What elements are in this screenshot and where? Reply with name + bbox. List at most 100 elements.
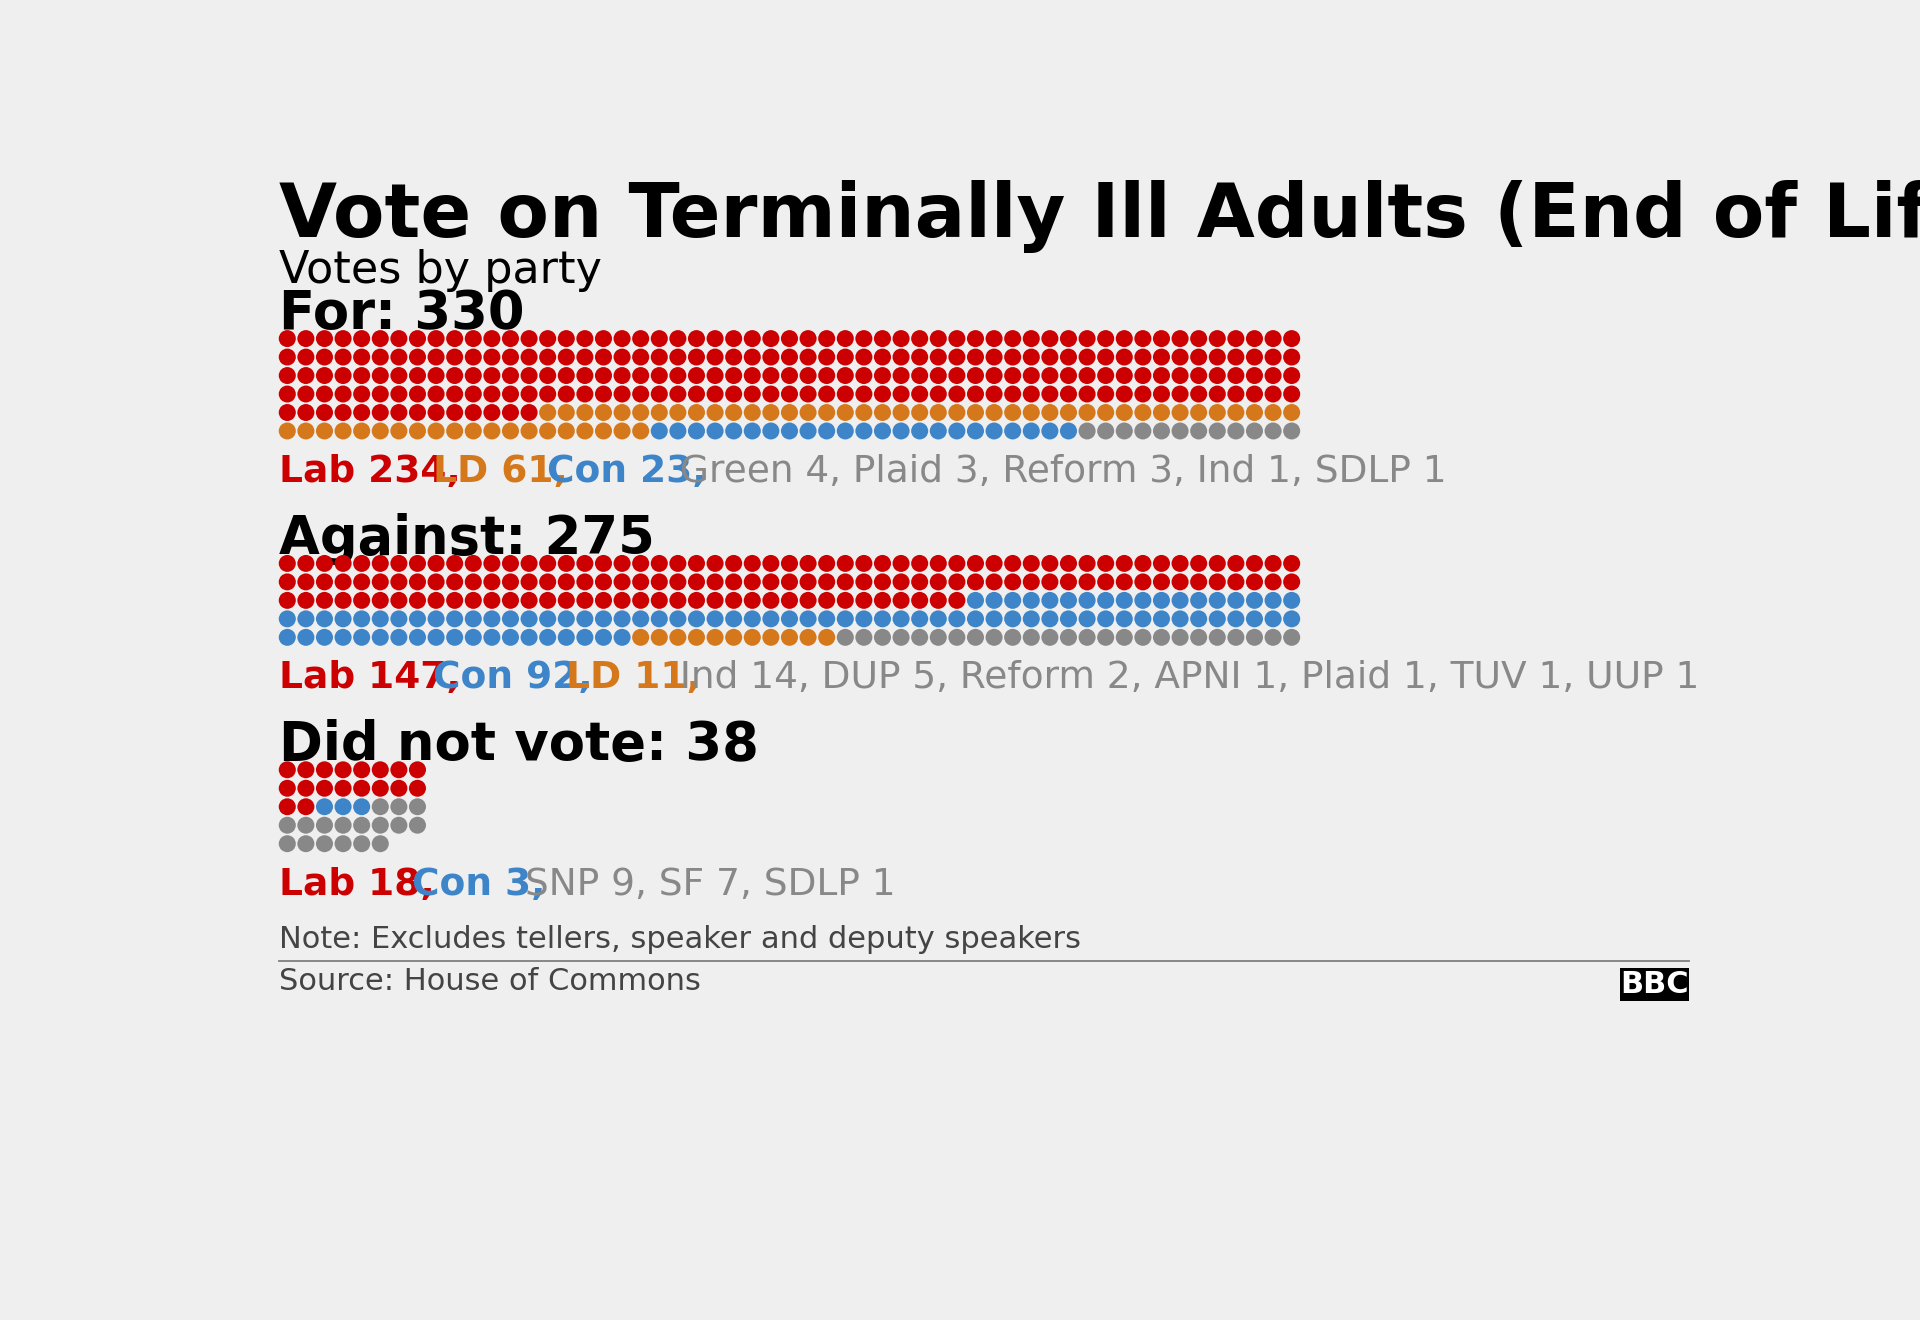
Circle shape	[1246, 404, 1263, 421]
Circle shape	[1004, 591, 1021, 609]
Circle shape	[334, 799, 351, 816]
Circle shape	[985, 628, 1002, 645]
Circle shape	[1283, 573, 1300, 590]
Circle shape	[1116, 330, 1133, 347]
Circle shape	[1041, 422, 1058, 440]
Circle shape	[1152, 330, 1169, 347]
Circle shape	[968, 628, 983, 645]
Circle shape	[818, 348, 835, 366]
Circle shape	[409, 817, 426, 834]
Circle shape	[1152, 348, 1169, 366]
Circle shape	[595, 367, 612, 384]
Circle shape	[743, 610, 760, 627]
Circle shape	[968, 404, 983, 421]
Circle shape	[1060, 554, 1077, 572]
Circle shape	[1135, 591, 1152, 609]
Circle shape	[632, 367, 649, 384]
Circle shape	[968, 422, 983, 440]
Circle shape	[428, 367, 445, 384]
Circle shape	[948, 348, 966, 366]
Circle shape	[1023, 367, 1041, 384]
Circle shape	[799, 610, 816, 627]
Circle shape	[298, 348, 315, 366]
Circle shape	[390, 330, 407, 347]
Circle shape	[1079, 385, 1096, 403]
Circle shape	[1246, 591, 1263, 609]
Circle shape	[781, 422, 799, 440]
Circle shape	[372, 799, 388, 816]
Circle shape	[929, 628, 947, 645]
Circle shape	[353, 628, 371, 645]
Circle shape	[799, 573, 816, 590]
Circle shape	[670, 573, 687, 590]
Circle shape	[726, 422, 743, 440]
Circle shape	[1227, 330, 1244, 347]
Circle shape	[595, 348, 612, 366]
Circle shape	[1041, 404, 1058, 421]
Circle shape	[557, 367, 574, 384]
Circle shape	[687, 330, 705, 347]
Circle shape	[501, 385, 518, 403]
Circle shape	[762, 385, 780, 403]
Circle shape	[854, 573, 872, 590]
Circle shape	[1152, 628, 1169, 645]
Circle shape	[799, 554, 816, 572]
Circle shape	[317, 817, 332, 834]
Circle shape	[1096, 422, 1114, 440]
Circle shape	[428, 404, 445, 421]
Circle shape	[726, 573, 743, 590]
Circle shape	[1171, 348, 1188, 366]
Circle shape	[484, 573, 501, 590]
Circle shape	[1210, 348, 1225, 366]
Circle shape	[1171, 554, 1188, 572]
Circle shape	[576, 628, 593, 645]
Circle shape	[968, 385, 983, 403]
Text: Con 3,: Con 3,	[399, 867, 545, 903]
Circle shape	[762, 404, 780, 421]
Circle shape	[501, 591, 518, 609]
Circle shape	[1171, 385, 1188, 403]
Circle shape	[540, 367, 557, 384]
Circle shape	[278, 330, 296, 347]
Circle shape	[298, 422, 315, 440]
Circle shape	[1004, 330, 1021, 347]
Circle shape	[726, 385, 743, 403]
Circle shape	[1190, 554, 1208, 572]
Circle shape	[334, 404, 351, 421]
Circle shape	[1096, 628, 1114, 645]
Circle shape	[520, 330, 538, 347]
Circle shape	[390, 780, 407, 797]
Circle shape	[912, 330, 927, 347]
Circle shape	[557, 591, 574, 609]
Circle shape	[743, 348, 760, 366]
Circle shape	[390, 348, 407, 366]
Circle shape	[465, 554, 482, 572]
Circle shape	[520, 610, 538, 627]
Circle shape	[1210, 628, 1225, 645]
Circle shape	[1079, 628, 1096, 645]
Circle shape	[929, 554, 947, 572]
Circle shape	[409, 385, 426, 403]
Circle shape	[1116, 348, 1133, 366]
Circle shape	[929, 385, 947, 403]
Circle shape	[818, 404, 835, 421]
Circle shape	[632, 330, 649, 347]
Circle shape	[651, 330, 668, 347]
Circle shape	[743, 404, 760, 421]
Circle shape	[632, 385, 649, 403]
Circle shape	[985, 591, 1002, 609]
Circle shape	[707, 422, 724, 440]
Circle shape	[1023, 573, 1041, 590]
Circle shape	[1060, 573, 1077, 590]
Circle shape	[298, 573, 315, 590]
Circle shape	[540, 573, 557, 590]
Circle shape	[651, 573, 668, 590]
Circle shape	[1116, 422, 1133, 440]
Circle shape	[1152, 385, 1169, 403]
Text: LD 11,: LD 11,	[553, 660, 701, 697]
Text: LD 61,: LD 61,	[420, 454, 568, 490]
Circle shape	[278, 591, 296, 609]
Circle shape	[799, 330, 816, 347]
Circle shape	[576, 330, 593, 347]
Circle shape	[1060, 404, 1077, 421]
